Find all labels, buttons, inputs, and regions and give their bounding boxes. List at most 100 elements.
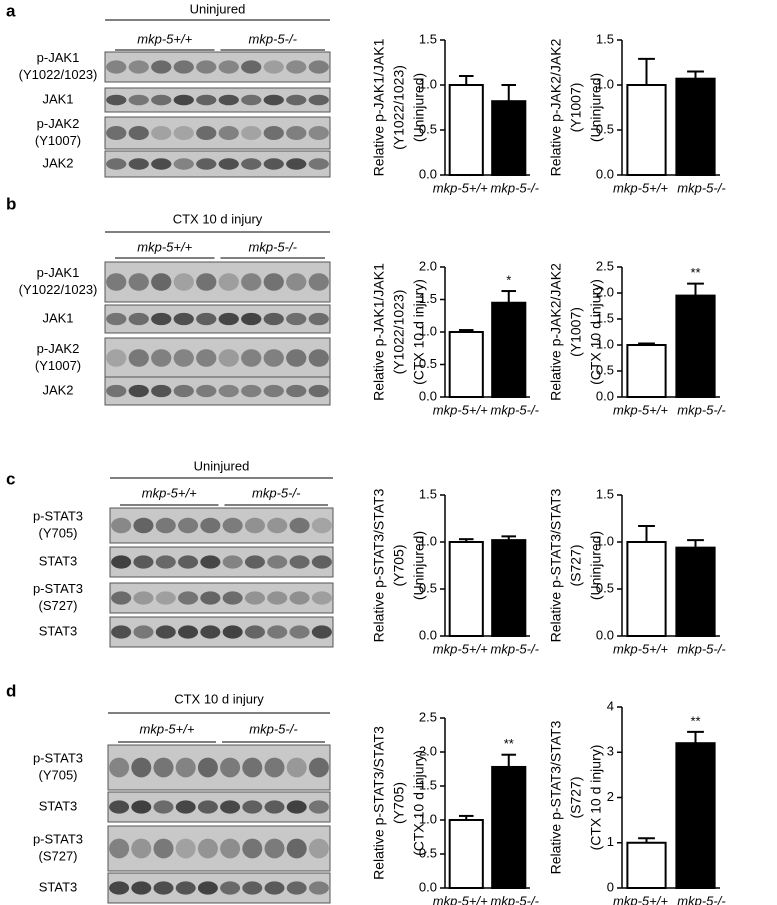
blot-band <box>218 125 239 141</box>
blot-band <box>242 757 263 778</box>
y-axis-label: (Uninjured) <box>588 531 604 600</box>
bar <box>626 344 667 398</box>
blot-band <box>218 384 239 398</box>
blot-band <box>267 591 288 605</box>
blot-band <box>311 591 332 605</box>
x-tick-label: mkp-5+/+ <box>433 641 488 656</box>
blot-band <box>242 800 263 814</box>
blot-band <box>308 349 329 367</box>
blot-band <box>286 273 307 291</box>
bar <box>448 84 484 176</box>
bar <box>491 765 527 890</box>
blot-band <box>175 881 196 895</box>
blot-band <box>218 94 239 106</box>
bar <box>626 84 667 176</box>
blot-header: CTX 10 d injury <box>174 691 264 706</box>
blot-band <box>200 517 221 534</box>
row-label: p-STAT3 <box>33 581 83 596</box>
y-axis-label: Relative p-STAT3/STAT3 <box>371 726 387 880</box>
x-tick-label: mkp-5-/- <box>677 893 726 905</box>
blot-band <box>241 349 262 367</box>
row-label: p-JAK1 <box>37 265 80 280</box>
genotype-label: mkp-5-/- <box>249 721 298 736</box>
blot-band <box>222 625 243 639</box>
row-label: p-JAK1 <box>37 50 80 65</box>
blot-band <box>241 60 262 74</box>
blot-band <box>151 125 172 141</box>
blot-band <box>222 591 243 605</box>
row-label: (Y1022/1023) <box>19 67 98 82</box>
x-tick-label: mkp-5-/- <box>677 641 726 656</box>
y-tick-label: 1.5 <box>419 486 437 501</box>
blot-band <box>151 94 172 106</box>
blot-band <box>308 800 329 814</box>
row-label: JAK1 <box>42 91 73 106</box>
blot-band <box>153 838 174 859</box>
blot-band <box>200 555 221 569</box>
y-tick-label: 1.5 <box>596 31 614 46</box>
significance: ** <box>504 736 514 751</box>
x-tick-label: mkp-5+/+ <box>613 402 668 417</box>
blot-band <box>109 838 130 859</box>
blot-band <box>308 94 329 106</box>
blot-band <box>222 555 243 569</box>
blot-band <box>286 312 307 326</box>
blot-band <box>106 312 127 326</box>
blot-band <box>218 349 239 367</box>
row-label: STAT3 <box>39 553 78 568</box>
blot-band <box>263 312 284 326</box>
blot-band <box>151 60 172 74</box>
bar <box>675 294 716 399</box>
genotype-label: mkp-5+/+ <box>137 31 192 46</box>
x-tick-label: mkp-5+/+ <box>433 402 488 417</box>
blot-band <box>196 349 217 367</box>
y-axis-label: (Uninjured) <box>411 73 427 142</box>
blot-band <box>218 158 239 170</box>
x-tick-label: mkp-5-/- <box>677 180 726 195</box>
blot-band <box>308 838 329 859</box>
row-label: p-STAT3 <box>33 750 83 765</box>
blot-band <box>244 555 265 569</box>
y-axis-label: (Y1007) <box>568 83 584 133</box>
blot-band <box>133 625 154 639</box>
blot-band <box>173 94 194 106</box>
blot-header: CTX 10 d injury <box>173 211 263 226</box>
bar <box>491 100 527 176</box>
blot-band <box>286 384 307 398</box>
x-tick-label: mkp-5-/- <box>491 180 540 195</box>
y-tick-label: 4 <box>607 698 614 713</box>
blot-band <box>131 881 152 895</box>
genotype-label: mkp-5+/+ <box>142 485 197 500</box>
blot-band <box>222 517 243 534</box>
blot-band <box>153 800 174 814</box>
blot-band <box>173 349 194 367</box>
y-tick-label: 3 <box>607 744 614 759</box>
y-axis-label: (Uninjured) <box>411 531 427 600</box>
row-label: (Y705) <box>38 767 77 782</box>
y-tick-label: 1.5 <box>596 310 614 325</box>
blot-band <box>196 125 217 141</box>
blot-band <box>242 838 263 859</box>
y-tick-label: 1.0 <box>596 336 614 351</box>
y-tick-label: 1.5 <box>419 777 437 792</box>
significance: ** <box>690 265 700 280</box>
y-tick-label: 0.5 <box>419 356 437 371</box>
blot-band <box>128 312 149 326</box>
y-tick-label: 0.5 <box>419 845 437 860</box>
blot-band <box>308 757 329 778</box>
y-axis-label: (Y705) <box>391 782 407 824</box>
row-label: (Y705) <box>38 525 77 540</box>
blot-band <box>286 60 307 74</box>
y-tick-label: 1.0 <box>596 533 614 548</box>
y-tick-label: 0.5 <box>596 121 614 136</box>
blot-band <box>175 838 196 859</box>
blot-band <box>111 591 132 605</box>
blot-band <box>263 94 284 106</box>
blot-band <box>196 273 217 291</box>
row-label: STAT3 <box>39 879 78 894</box>
y-tick-label: 0.5 <box>419 121 437 136</box>
genotype-label: mkp-5+/+ <box>140 721 195 736</box>
y-tick-label: 0.5 <box>596 362 614 377</box>
row-label: (S727) <box>38 598 77 613</box>
blot-band <box>197 838 218 859</box>
